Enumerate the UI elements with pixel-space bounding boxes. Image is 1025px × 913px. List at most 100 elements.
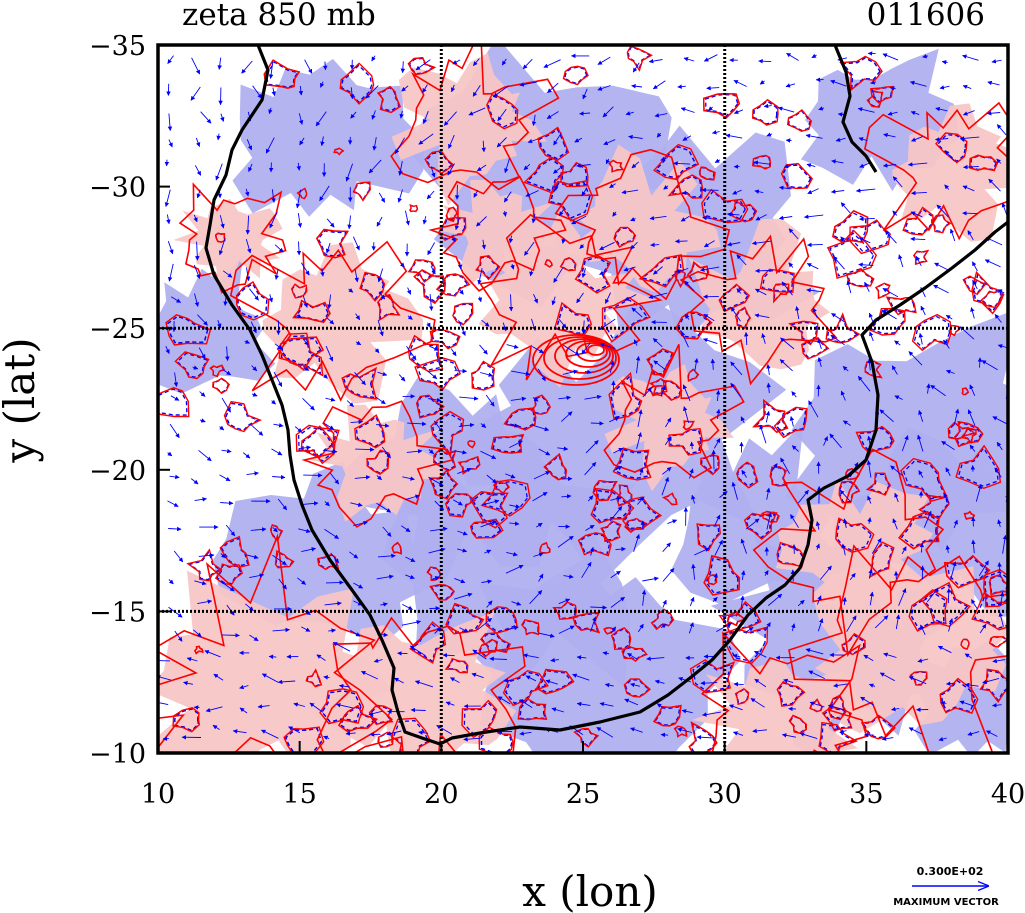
wind-vector xyxy=(560,411,573,422)
positive-contour xyxy=(559,257,577,272)
wind-vector xyxy=(278,578,287,590)
positive-contour xyxy=(610,626,632,651)
wind-vector xyxy=(654,679,665,685)
wind-vector xyxy=(167,113,173,132)
wind-vector xyxy=(325,345,334,362)
wind-vector xyxy=(397,189,403,203)
wind-vector xyxy=(631,161,640,169)
negative-contour xyxy=(847,268,874,287)
wind-vector xyxy=(173,550,184,563)
wind-vector xyxy=(406,346,417,361)
wind-vector xyxy=(458,422,475,428)
wind-vector xyxy=(272,474,286,480)
positive-contour xyxy=(300,425,335,459)
wind-vector xyxy=(297,213,303,228)
wind-vector xyxy=(944,150,955,162)
negative-contour xyxy=(555,303,591,334)
negative-contour xyxy=(505,408,536,430)
wind-vector xyxy=(837,112,844,117)
wind-vector xyxy=(216,133,221,141)
wind-vector xyxy=(895,614,901,630)
wind-vector xyxy=(353,582,364,589)
wind-vector xyxy=(531,213,537,224)
wind-vector xyxy=(296,241,302,256)
positive-contour xyxy=(943,554,991,589)
wind-vector xyxy=(754,189,764,194)
wind-vector xyxy=(703,313,715,322)
wind-vector xyxy=(480,423,487,428)
wind-vector xyxy=(940,700,947,706)
negative-contour xyxy=(425,151,454,174)
wind-vector xyxy=(447,163,455,176)
negative-contour xyxy=(833,212,867,242)
wind-vector xyxy=(459,396,479,401)
wind-vector xyxy=(590,421,604,426)
wind-vector xyxy=(918,470,924,478)
wind-vector xyxy=(325,242,331,254)
negative-contour xyxy=(910,591,946,630)
positive-contour xyxy=(301,400,454,528)
wind-vector xyxy=(371,110,376,120)
positive-contour xyxy=(486,93,519,130)
wind-vector xyxy=(680,107,695,113)
wind-vector xyxy=(922,54,929,59)
wind-vector xyxy=(665,417,672,428)
wind-vector xyxy=(380,602,388,607)
wind-vector xyxy=(946,588,951,604)
wind-vector xyxy=(660,732,669,738)
wind-vector xyxy=(997,289,1005,294)
wind-vector xyxy=(471,672,484,679)
wind-vector xyxy=(624,294,637,301)
positive-contour xyxy=(341,366,378,400)
coastline xyxy=(204,45,1008,746)
negative-contour xyxy=(176,352,209,379)
wind-vector xyxy=(950,561,957,580)
wind-vector xyxy=(220,113,225,122)
wind-vector xyxy=(809,701,825,708)
wind-vector xyxy=(808,670,825,680)
wind-vector xyxy=(349,551,359,559)
negative-contour xyxy=(341,64,373,103)
wind-vector xyxy=(480,450,497,460)
wind-vector xyxy=(522,58,533,70)
wind-vector xyxy=(949,228,956,242)
wind-vector xyxy=(529,590,543,605)
wind-vector xyxy=(194,165,202,176)
vortex-contour xyxy=(554,338,614,374)
wind-vector xyxy=(538,448,551,456)
positive-contour xyxy=(608,371,643,421)
wind-vector xyxy=(923,510,932,528)
wind-vector xyxy=(799,732,818,740)
wind-vector xyxy=(779,185,792,191)
wind-vector xyxy=(489,656,507,662)
positive-contour xyxy=(821,706,853,732)
positive-contour xyxy=(407,259,436,284)
positive-contour xyxy=(696,523,721,552)
positive-contour xyxy=(467,440,476,449)
positive-contour xyxy=(376,85,401,114)
positive-contour xyxy=(751,154,772,170)
wind-vector xyxy=(273,423,284,428)
negative-contour xyxy=(719,284,749,311)
wind-vector xyxy=(732,731,744,736)
positive-contour xyxy=(457,455,481,475)
wind-vector xyxy=(581,342,591,355)
negative-contour xyxy=(409,336,442,371)
wind-vector xyxy=(761,333,766,344)
wind-vector xyxy=(807,188,819,195)
wind-vector xyxy=(805,648,824,655)
wind-vector xyxy=(863,654,874,662)
wind-vector xyxy=(884,230,897,244)
wind-vector xyxy=(584,394,602,400)
wind-vector xyxy=(807,242,823,248)
wind-vector xyxy=(984,259,1001,268)
wind-vector xyxy=(599,342,615,349)
wind-vector xyxy=(532,397,539,402)
wind-vector xyxy=(459,627,469,633)
wind-vector xyxy=(920,624,926,635)
wind-vector xyxy=(502,322,507,332)
wind-vector xyxy=(225,346,230,362)
positive-contour xyxy=(866,89,884,108)
wind-vector xyxy=(167,263,174,282)
wind-vector xyxy=(299,137,305,146)
